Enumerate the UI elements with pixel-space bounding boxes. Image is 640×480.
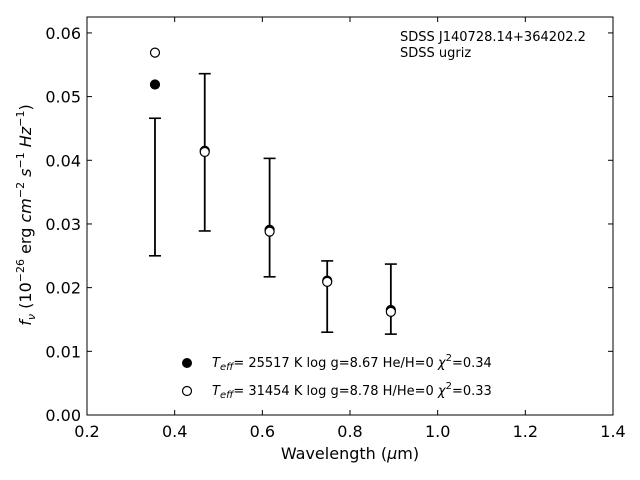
x-tick-label: 1.4 xyxy=(600,422,625,441)
x-tick-label: 0.4 xyxy=(162,422,187,441)
x-axis-label: Wavelength (μm) xyxy=(281,444,419,463)
model-point-open xyxy=(264,226,275,237)
object-name-annotation: SDSS J140728.14+364202.2 xyxy=(400,30,586,45)
y-tick-label: 0.02 xyxy=(45,279,81,298)
y-tick-label: 0.04 xyxy=(45,151,81,170)
x-tick-label: 1.0 xyxy=(425,422,450,441)
y-tick-label: 0.06 xyxy=(45,24,81,43)
y-tick-label: 0.00 xyxy=(45,406,81,425)
model-point-open xyxy=(322,276,333,288)
legend-entry-1: Teff= 25517 K log g=8.67 He/H=0 χ2=0.34 xyxy=(212,353,492,373)
legend: Teff= 25517 K log g=8.67 He/H=0 χ2=0.34 … xyxy=(181,353,492,401)
y-tick-label: 0.03 xyxy=(45,215,81,234)
axes: 0.2 0.4 0.6 0.8 1.0 1.2 1.4 0.00 0.01 0.02 0.03 0.0… xyxy=(45,16,626,441)
legend-marker-open xyxy=(181,385,193,397)
legend-entry-2: Teff= 31454 K log g=8.78 H/He=0 χ2=0.33 xyxy=(212,381,492,401)
y-axis-label: fν (10−26 erg cm−2 s−1 Hz−1) xyxy=(14,104,38,325)
x-tick-label: 0.8 xyxy=(337,422,362,441)
x-tick-label: 0.2 xyxy=(74,422,99,441)
model-point-open xyxy=(199,146,210,158)
y-tick-label: 0.01 xyxy=(45,342,81,361)
error-bars xyxy=(148,72,397,335)
legend-marker-filled xyxy=(182,358,192,368)
y-tick-label: 0.05 xyxy=(45,88,81,107)
data-points xyxy=(149,47,396,317)
filter-set-annotation: SDSS ugriz xyxy=(400,46,471,61)
model-point-open xyxy=(385,306,396,317)
model-point-open xyxy=(149,47,161,58)
x-tick-label: 1.2 xyxy=(513,422,538,441)
x-tick-label: 0.6 xyxy=(250,422,275,441)
model-point-filled xyxy=(149,79,161,90)
